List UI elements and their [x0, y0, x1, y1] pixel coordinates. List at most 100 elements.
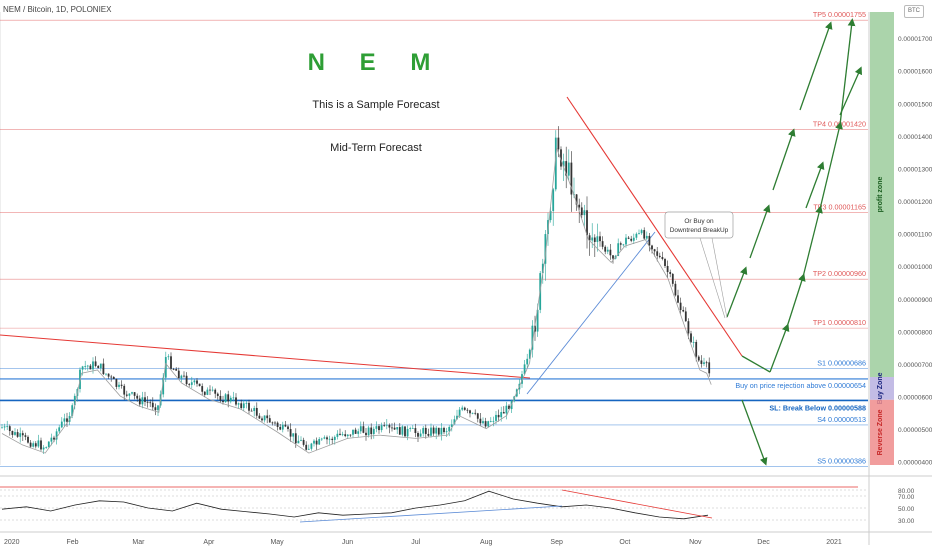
candle-body: [188, 384, 191, 385]
level-label: S5 0.00000386: [817, 456, 866, 465]
zone-band: [870, 377, 894, 400]
candle-body: [151, 402, 154, 408]
candle-body: [206, 389, 209, 395]
candle-body: [253, 407, 256, 412]
candle-body: [679, 302, 682, 310]
level-label: S1 0.00000686: [817, 359, 866, 368]
currency-badge[interactable]: BTC: [904, 5, 924, 18]
candle-body: [640, 230, 643, 234]
candle-body: [599, 236, 601, 242]
candle-body: [669, 272, 672, 274]
rsi-tick-label: 50.00: [898, 506, 915, 513]
candle-body: [591, 237, 594, 241]
candle-body: [50, 437, 53, 442]
candle-body: [484, 421, 487, 427]
candle-body: [136, 395, 139, 399]
candle-body: [1, 427, 3, 429]
candle-body: [209, 389, 211, 391]
candle-body: [125, 394, 128, 396]
candle-body: [66, 418, 68, 422]
candle-body: [427, 433, 430, 436]
level-label: Buy on price rejection above 0.00000654: [735, 381, 866, 390]
rsi-tick-label: 70.00: [898, 494, 915, 501]
candle-body: [167, 356, 170, 358]
candle-body: [8, 426, 11, 431]
candle-body: [336, 433, 339, 437]
candle-body: [19, 433, 22, 437]
candle-body: [463, 407, 466, 410]
candle-body: [367, 427, 370, 436]
candle-body: [656, 251, 659, 256]
x-tick-label: Jun: [342, 539, 353, 546]
candle-body: [107, 373, 110, 377]
candle-body: [471, 412, 474, 414]
candle-body: [586, 210, 588, 236]
candle-body: [60, 421, 63, 428]
candle-body: [508, 405, 510, 410]
forecast-arrow: [741, 355, 771, 373]
x-tick-label: Oct: [619, 539, 630, 546]
candle-body: [331, 438, 334, 440]
candle-body: [575, 194, 578, 205]
candle-body: [708, 362, 711, 374]
candle-body: [250, 410, 253, 412]
candle-body: [643, 230, 646, 239]
candle-body: [456, 415, 458, 420]
candle-body: [391, 427, 393, 429]
candle-body: [99, 363, 102, 369]
candle-body: [318, 439, 321, 445]
candle-body: [557, 137, 560, 150]
candle-body: [385, 424, 388, 426]
downtrend-line-long: [0, 334, 531, 379]
candle-body: [492, 420, 495, 422]
x-tick-label: Jul: [411, 539, 420, 546]
forecast-arrow: [839, 66, 862, 116]
candle-body: [653, 249, 656, 252]
candle-body: [242, 403, 245, 409]
symbol-header: NEM / Bitcoin, 1D, POLONIEX: [3, 5, 112, 14]
x-tick-label: May: [270, 539, 284, 546]
candle-body: [671, 273, 674, 284]
candle-body: [424, 427, 427, 434]
candle-body: [323, 437, 326, 439]
candle-body: [245, 402, 248, 404]
forecast-arrow: [799, 21, 833, 111]
candle-body: [71, 405, 74, 417]
candle-body: [196, 380, 198, 384]
candle-body: [346, 434, 349, 437]
candle-body: [305, 444, 308, 450]
candle-body: [583, 210, 586, 216]
candle-body: [118, 384, 120, 387]
x-tick-label: Sep: [550, 539, 563, 546]
moving-average-line: [1, 148, 712, 454]
forecast-arrow: [769, 323, 790, 373]
candle-body: [375, 426, 378, 429]
x-tick-label: Mar: [132, 539, 145, 546]
candle-body: [274, 422, 276, 424]
callout-text: Downtrend BreakUp: [670, 227, 729, 234]
candle-body: [29, 442, 32, 447]
candle-body: [521, 374, 523, 384]
candle-body: [180, 375, 183, 379]
candle-body: [388, 424, 391, 428]
candle-body: [6, 426, 9, 428]
candle-body: [110, 376, 113, 378]
candle-body: [489, 421, 492, 422]
x-tick-label: 2020: [4, 539, 20, 546]
candle-body: [648, 235, 651, 246]
candle-body: [268, 418, 271, 423]
candle-body: [16, 432, 19, 437]
candle-body: [625, 237, 627, 245]
candle-body: [700, 360, 703, 364]
candle-body: [284, 424, 287, 427]
x-tick-label: Aug: [480, 539, 493, 546]
candle-body: [21, 433, 24, 436]
y-tick-label: 0.00000600: [898, 395, 932, 402]
candle-body: [81, 366, 84, 370]
forecast-arrow: [802, 205, 823, 278]
candle-body: [619, 243, 622, 245]
candle-body: [422, 427, 425, 434]
candle-body: [398, 427, 401, 435]
y-tick-label: 0.00001200: [898, 199, 932, 206]
chart-caption: Mid-Term Forecast: [330, 142, 422, 154]
